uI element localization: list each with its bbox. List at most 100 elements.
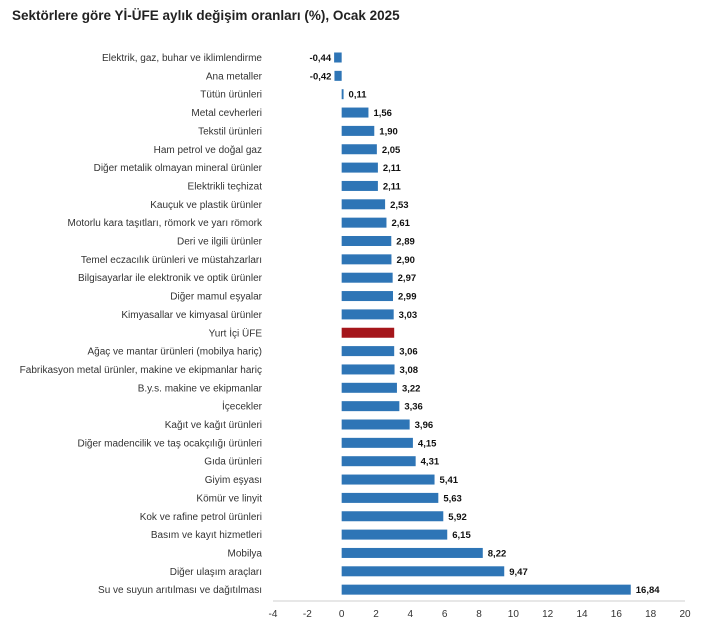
value-label: 6,15 [452,530,471,541]
category-label: Kömür ve linyit [196,493,262,504]
bar [341,236,392,246]
category-label: Yurt İçi ÜFE [209,326,263,339]
x-tick-label: 16 [611,609,623,620]
category-label: Giyim eşyası [205,475,262,486]
category-label: Diğer ulaşım araçları [170,567,262,578]
value-label: 9,47 [509,567,528,578]
bar [341,346,395,357]
bar [341,309,394,320]
category-label: Diğer mamul eşyalar [170,292,262,303]
category-label: Deri ve ilgili ürünler [177,237,263,248]
x-tick-label: 8 [476,609,482,620]
bar [341,566,505,577]
bar [334,70,342,81]
category-label: Diğer metalik olmayan mineral ürünler [94,163,263,174]
bar [341,254,392,265]
category-label: Elektrik, gaz, buhar ve iklimlendirme [102,53,262,64]
x-tick-label: -2 [303,609,312,620]
bar [341,382,397,393]
value-label: 4,31 [421,457,440,468]
value-label: 1,90 [379,126,398,137]
value-label: 3,06 [399,347,418,358]
value-label: 2,05 [382,145,401,156]
bar [341,474,435,485]
value-label: 2,90 [396,255,415,266]
bar [341,456,416,467]
category-label: Kauçuk ve plastik ürünler [150,200,262,211]
category-label: Su ve suyun arıtılması ve dağıtılması [98,585,262,596]
x-tick-label: 6 [442,609,448,620]
value-label: 2,99 [398,292,417,303]
bar [341,107,369,118]
category-label: Bilgisayarlar ile elektronik ve optik ür… [78,273,263,284]
category-label: Basım ve kayıt hizmetleri [151,530,262,541]
value-label: 2,89 [396,237,415,248]
bar [341,217,387,228]
bar [341,291,393,302]
category-label: İçecekler [222,400,263,413]
bar [341,547,483,558]
category-label: Kok ve rafine petrol ürünleri [140,512,262,523]
category-label: Ana metaller [206,71,263,82]
value-label: 1,56 [373,108,392,119]
category-label: Diğer madencilik ve taş ocakçılığı ürünl… [77,438,262,449]
value-label: -0,42 [310,71,332,82]
value-label: 5,63 [443,493,462,504]
bar [341,492,439,503]
category-label: Mobilya [228,548,263,559]
value-label: 2,97 [398,273,417,284]
value-label: 8,22 [488,548,507,559]
bar [341,272,393,283]
bar [341,199,386,210]
value-label: 16,84 [636,585,660,596]
value-label: 3,03 [399,310,418,321]
bar [341,529,448,540]
x-tick-label: 2 [373,609,379,620]
bar [341,162,378,173]
category-label: Ham petrol ve doğal gaz [154,145,262,156]
category-label: Ağaç ve mantar ürünleri (mobilya hariç) [87,347,262,358]
bar [341,364,395,375]
bar [341,584,631,595]
category-label: Kimyasallar ve kimyasal ürünler [121,310,262,321]
category-label: Fabrikasyon metal ürünler, makine ve eki… [20,365,262,376]
value-label: 3,36 [404,402,423,413]
value-label: 3,08 [400,365,419,376]
value-label: 5,41 [440,475,459,486]
category-label: Tütün ürünleri [200,90,262,101]
value-label: 3,22 [402,383,421,394]
value-label: 2,61 [391,218,410,229]
x-tick-label: 10 [508,609,520,620]
bar [341,419,410,430]
bar [341,89,344,100]
category-label: Kağıt ve kağıt ürünleri [165,420,262,431]
x-tick-label: 4 [408,609,414,620]
x-tick-label: 14 [576,609,588,620]
chart-title: Sektörlere göre Yİ-ÜFE aylık değişim ora… [12,8,400,23]
value-label: 2,53 [390,200,409,211]
category-label: Gıda ürünleri [204,457,262,468]
value-label: 0,11 [349,90,368,101]
value-label: 2,11 [383,163,402,174]
x-tick-label: 20 [679,609,691,620]
value-label: -0,44 [309,53,331,64]
x-tick-label: 0 [339,609,345,620]
bar [334,52,342,63]
x-tick-label: -4 [269,609,278,620]
value-label: 2,11 [383,181,402,192]
value-label: 5,92 [448,512,467,523]
bar [341,437,413,448]
x-tick-label: 18 [645,609,657,620]
bar [341,180,378,191]
category-label: B.y.s. makine ve ekipmanlar [138,383,263,394]
bar [341,125,375,136]
value-label: 3,96 [415,420,434,431]
bar [341,511,444,522]
category-label: Elektrikli teçhizat [188,181,263,192]
bar-highlight [341,327,395,338]
category-label: Metal cevherleri [191,108,262,119]
category-label: Tekstil ürünleri [198,126,262,137]
category-label: Temel eczacılık ürünleri ve müstahzarlar… [81,255,262,266]
x-tick-label: 12 [542,609,554,620]
